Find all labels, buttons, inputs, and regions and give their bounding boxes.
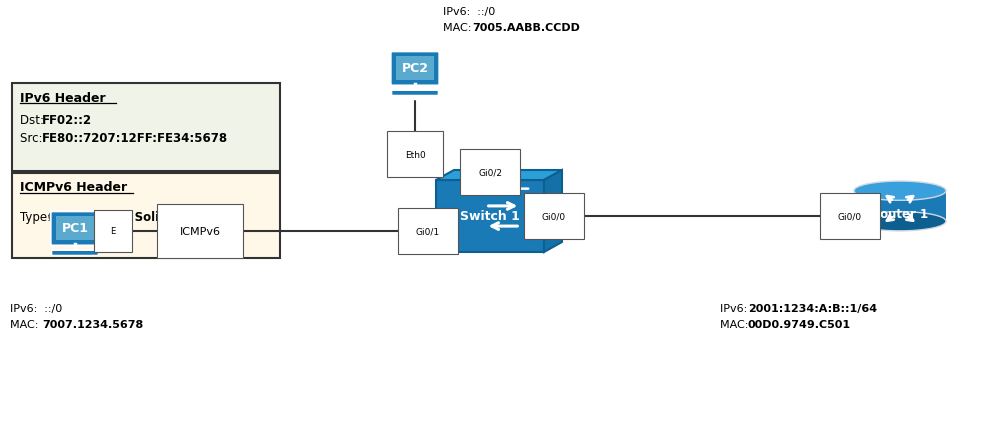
Text: Dst:: Dst: — [20, 113, 48, 126]
Text: IPv6 Header: IPv6 Header — [20, 91, 105, 104]
Polygon shape — [544, 170, 562, 253]
FancyBboxPatch shape — [51, 212, 99, 246]
Ellipse shape — [854, 212, 946, 231]
Polygon shape — [436, 170, 562, 181]
Text: Src:: Src: — [20, 132, 47, 145]
Text: PC2: PC2 — [402, 62, 428, 75]
Text: 7005.AABB.CCDD: 7005.AABB.CCDD — [472, 23, 580, 33]
Text: 00D0.9749.C501: 00D0.9749.C501 — [748, 319, 851, 329]
Text: 7007.1234.5678: 7007.1234.5678 — [42, 319, 143, 329]
Text: MAC:: MAC: — [443, 23, 475, 33]
Text: IPv6:  ::/0: IPv6: ::/0 — [10, 303, 63, 313]
Text: Eth0: Eth0 — [405, 150, 425, 159]
FancyBboxPatch shape — [392, 91, 438, 96]
Text: PC1: PC1 — [62, 222, 88, 234]
Text: Gi0/2: Gi0/2 — [478, 168, 502, 177]
Polygon shape — [12, 227, 280, 259]
Text: ICMPv6: ICMPv6 — [180, 227, 221, 236]
FancyBboxPatch shape — [56, 216, 94, 241]
Text: Router 1: Router 1 — [872, 207, 928, 220]
Text: Gi0/0: Gi0/0 — [838, 212, 862, 221]
Text: Switch 1: Switch 1 — [460, 210, 520, 223]
Text: 2001:1234:A:B::1/64: 2001:1234:A:B::1/64 — [748, 303, 877, 313]
Text: Gi0/1: Gi0/1 — [415, 227, 440, 236]
Text: Type:: Type: — [20, 211, 55, 224]
Text: ICMPv6 Header: ICMPv6 Header — [20, 181, 127, 194]
Ellipse shape — [854, 181, 946, 201]
Polygon shape — [436, 181, 544, 253]
Text: 0x85(Router Solicitation): 0x85(Router Solicitation) — [48, 211, 215, 224]
FancyBboxPatch shape — [12, 173, 280, 259]
Polygon shape — [854, 191, 946, 222]
Text: FE80::7207:12FF:FE34:5678: FE80::7207:12FF:FE34:5678 — [42, 132, 229, 145]
Text: E: E — [110, 227, 115, 236]
Text: MAC:: MAC: — [720, 319, 751, 329]
Text: IPv6:: IPv6: — [720, 303, 750, 313]
Text: FF02::2: FF02::2 — [42, 113, 92, 126]
Polygon shape — [854, 191, 946, 222]
FancyBboxPatch shape — [52, 250, 98, 256]
FancyBboxPatch shape — [391, 52, 439, 86]
Text: IPv6:  ::/0: IPv6: ::/0 — [443, 7, 495, 17]
FancyBboxPatch shape — [396, 57, 434, 81]
Text: MAC:: MAC: — [10, 319, 42, 329]
Text: Gi0/0: Gi0/0 — [542, 212, 566, 221]
FancyBboxPatch shape — [12, 84, 280, 172]
